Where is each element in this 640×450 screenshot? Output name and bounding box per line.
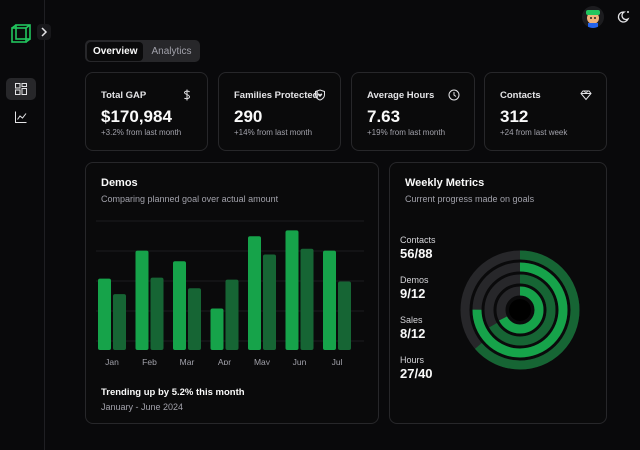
bar[interactable] — [285, 230, 299, 350]
stat-title: Families Protected — [234, 90, 319, 101]
x-tick-label: Jan — [105, 357, 119, 365]
bar[interactable] — [225, 279, 239, 350]
stat-card-average-hours: Average Hours 7.63 +19% from last month — [351, 72, 475, 151]
weekly-metrics-card: Weekly Metrics Current progress made on … — [389, 162, 607, 424]
bar[interactable] — [210, 308, 224, 350]
metric-label-demos: Demos — [400, 275, 429, 285]
x-tick-label: Feb — [142, 357, 157, 365]
ring-progress — [472, 262, 568, 358]
ring-progress — [496, 286, 544, 334]
stat-change: +19% from last month — [367, 128, 446, 137]
ring-progress — [484, 274, 556, 346]
ring-center — [509, 299, 531, 321]
x-tick-label: Apr — [218, 357, 231, 365]
metric-label-hours: Hours — [400, 355, 425, 365]
shield-heart-icon — [315, 89, 325, 101]
stat-change: +3.2% from last month — [101, 128, 182, 137]
dollar-icon — [184, 89, 190, 101]
bar[interactable] — [323, 250, 336, 350]
tab-list: Overview Analytics — [85, 40, 200, 62]
bar[interactable] — [135, 250, 149, 350]
bar[interactable] — [338, 281, 351, 350]
bar[interactable] — [98, 278, 111, 350]
header-actions — [582, 6, 634, 28]
stat-title: Contacts — [500, 90, 541, 101]
demos-bar-chart: Jan Feb Mar Apr May Jun Jul — [96, 220, 364, 365]
weekly-metrics-description: Current progress made on goals — [405, 194, 535, 204]
bar[interactable] — [188, 288, 201, 350]
clock-icon — [448, 89, 460, 101]
weekly-metrics-title: Weekly Metrics — [405, 177, 485, 189]
nav-item-analytics[interactable] — [6, 106, 36, 128]
demos-footer-subtitle: January - June 2024 — [101, 402, 184, 412]
sidebar-toggle-button[interactable] — [37, 24, 51, 40]
stat-card-families-protected: Families Protected 290 +14% from last mo… — [218, 72, 341, 151]
bar[interactable] — [150, 277, 164, 350]
nav-item-dashboard[interactable] — [6, 78, 36, 100]
tab-analytics[interactable]: Analytics — [151, 45, 192, 57]
stat-change: +14% from last month — [234, 128, 313, 137]
line-chart-icon — [15, 111, 27, 123]
dashboard-grid-icon — [15, 83, 27, 95]
stat-value: 290 — [234, 107, 263, 126]
demos-card: Demos Comparing planned goal over actual… — [85, 162, 379, 424]
moon-sun-icon — [617, 11, 630, 23]
stat-value: 7.63 — [367, 107, 401, 126]
x-tick-label: Jul — [332, 357, 343, 365]
ring-progress — [460, 250, 580, 370]
sidebar — [0, 0, 51, 450]
metric-value-contacts: 56/88 — [400, 246, 433, 261]
bar[interactable] — [300, 248, 314, 350]
cube-logo-icon — [11, 24, 31, 44]
bar[interactable] — [248, 236, 261, 350]
stat-title: Average Hours — [367, 90, 435, 101]
demos-description: Comparing planned goal over actual amoun… — [101, 194, 279, 204]
chevron-right-icon — [41, 27, 48, 37]
stat-card-contacts: Contacts 312 +24 from last week — [484, 72, 607, 151]
stat-change: +24 from last week — [500, 128, 568, 137]
stat-card-total-gap: Total GAP $170,984 +3.2% from last month — [85, 72, 208, 151]
avatar[interactable] — [582, 6, 604, 28]
bar[interactable] — [113, 294, 126, 350]
avatar-icon — [582, 6, 604, 28]
metric-label-sales: Sales — [400, 315, 423, 325]
metric-label-contacts: Contacts — [400, 235, 436, 245]
x-tick-label: Jun — [293, 357, 307, 365]
stat-value: $170,984 — [101, 107, 172, 126]
metric-value-demos: 9/12 — [400, 286, 426, 301]
stat-title: Total GAP — [101, 90, 147, 101]
demos-footer-title: Trending up by 5.2% this month — [101, 387, 245, 398]
tab-overview[interactable]: Overview — [87, 41, 144, 61]
gem-icon — [580, 90, 592, 101]
bar[interactable] — [263, 254, 276, 350]
metric-value-hours: 27/40 — [400, 366, 433, 381]
stat-value: 312 — [500, 107, 529, 126]
metric-value-sales: 8/12 — [400, 326, 426, 341]
bar[interactable] — [173, 261, 186, 350]
demos-title: Demos — [101, 177, 138, 189]
theme-toggle-button[interactable] — [612, 6, 634, 28]
x-tick-label: Mar — [180, 357, 195, 365]
progress-rings-chart — [460, 250, 580, 370]
x-tick-label: May — [254, 357, 271, 365]
